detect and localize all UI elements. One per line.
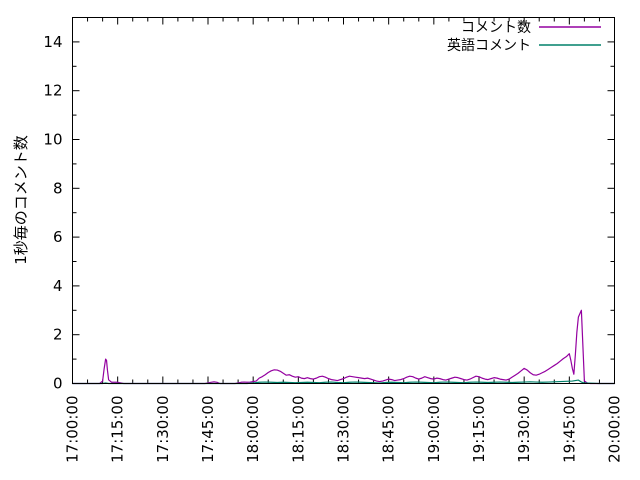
data-series-group xyxy=(71,309,616,385)
x-tick-label: 18:45:00 xyxy=(380,396,398,463)
y-tick-label: 2 xyxy=(53,326,63,344)
y-axis-label-group: 1秒毎のコメント数 xyxy=(12,135,30,265)
plot-frame xyxy=(72,17,615,384)
y-tick-label: 10 xyxy=(43,131,62,149)
x-tick-label: 18:15:00 xyxy=(289,396,307,463)
y-tick-label: 14 xyxy=(43,33,62,51)
y-tick-label: 12 xyxy=(43,82,62,100)
x-tick-label: 19:15:00 xyxy=(470,396,488,463)
series-line-0 xyxy=(71,309,616,385)
y-tick-label: 8 xyxy=(53,179,63,197)
legend-label-1: 英語コメント xyxy=(447,37,531,54)
y-axis-label: 1秒毎のコメント数 xyxy=(12,135,30,265)
x-tick-label: 19:45:00 xyxy=(560,396,578,463)
y-axis-ticks: 0 2 4 6 8 10 12 14 xyxy=(43,33,615,393)
x-tick-label: 17:15:00 xyxy=(109,396,127,463)
x-tick-label: 19:00:00 xyxy=(425,396,443,463)
x-tick-label: 18:30:00 xyxy=(335,396,353,463)
series-line-1 xyxy=(71,379,616,385)
legend-label-0: コメント数 xyxy=(461,20,531,36)
x-tick-label: 17:30:00 xyxy=(154,396,172,463)
y-tick-label: 6 xyxy=(53,228,63,246)
x-tick-label: 17:00:00 xyxy=(64,396,82,463)
x-tick-label: 19:30:00 xyxy=(515,396,533,463)
y-tick-label: 4 xyxy=(53,277,63,295)
x-tick-label: 20:00:00 xyxy=(606,396,624,463)
y-tick-label: 0 xyxy=(53,375,63,393)
x-axis-minor-ticks xyxy=(72,17,615,384)
x-tick-label: 18:00:00 xyxy=(244,396,262,463)
x-tick-label: 17:45:00 xyxy=(199,396,217,463)
